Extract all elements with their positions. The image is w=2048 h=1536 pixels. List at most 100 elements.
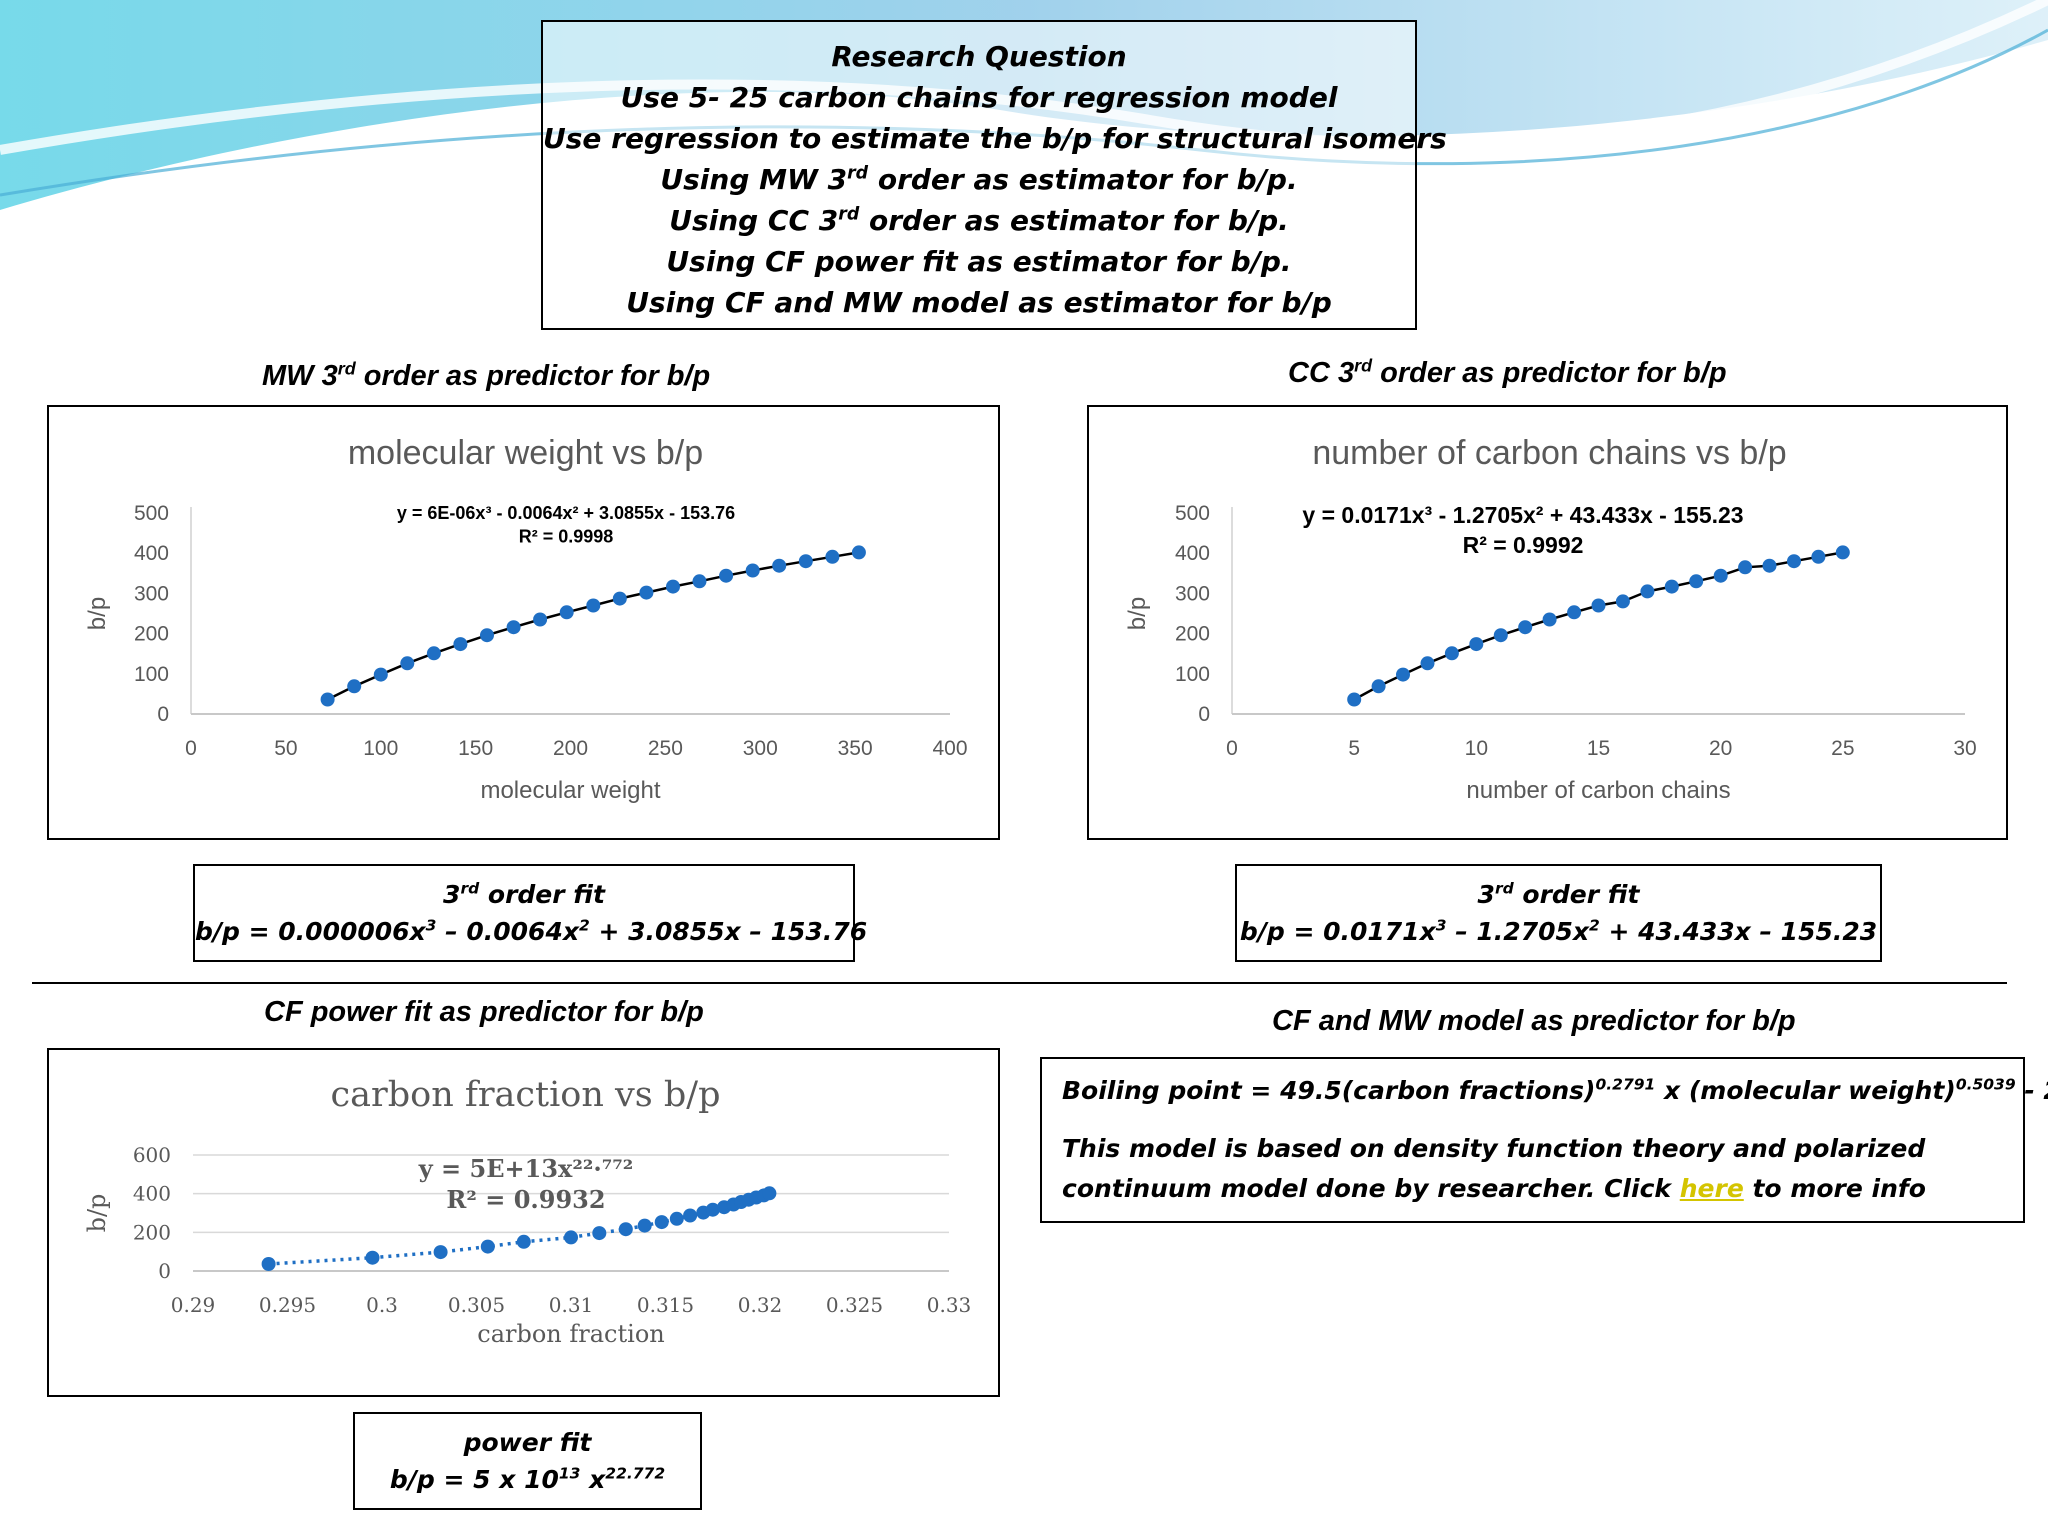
y-tick-label: 500 bbox=[1175, 502, 1210, 525]
y-axis-label: b/p bbox=[83, 1194, 111, 1233]
chart-svg: molecular weight vs b/p 0 100 200 300 400 500 0… bbox=[84, 434, 968, 804]
data-point bbox=[1420, 656, 1435, 671]
x-tick-label: 0.33 bbox=[927, 1293, 972, 1317]
data-point bbox=[506, 620, 521, 635]
mw-section-title: MW 3rd order as predictor for b/p bbox=[262, 358, 711, 392]
research-line: Using CC 3rd order as estimator for b/p. bbox=[669, 204, 1289, 237]
cf-fit-box: power fit b/p = 5 x 1013 x22.772 bbox=[353, 1412, 702, 1510]
trendline bbox=[327, 551, 860, 701]
data-point bbox=[480, 1239, 495, 1254]
data-point bbox=[480, 628, 494, 643]
x-tick-label: 0.325 bbox=[826, 1293, 883, 1317]
x-tick-label: 0 bbox=[1226, 737, 1238, 760]
x-tick-label: 100 bbox=[363, 737, 398, 760]
data-point bbox=[365, 1250, 380, 1265]
x-tick-label: 10 bbox=[1465, 737, 1488, 760]
research-line: Use regression to estimate the b/p for s… bbox=[543, 122, 1447, 155]
x-tick-label: 300 bbox=[743, 737, 778, 760]
data-point bbox=[1591, 598, 1606, 613]
trendline bbox=[1353, 551, 1844, 701]
data-point bbox=[612, 591, 627, 606]
data-point bbox=[400, 656, 415, 671]
data-point bbox=[637, 1218, 652, 1233]
data-point bbox=[1664, 579, 1679, 594]
research-line: Using CF power fit as estimator for b/p. bbox=[666, 245, 1292, 278]
data-point bbox=[669, 1211, 684, 1226]
data-point bbox=[705, 1202, 720, 1217]
y-tick-label: 200 bbox=[133, 1220, 171, 1244]
x-tick-label: 150 bbox=[458, 737, 493, 760]
data-point bbox=[516, 1234, 531, 1249]
data-point bbox=[564, 1230, 578, 1245]
research-heading: Research Question bbox=[831, 40, 1127, 73]
y-tick-label: 600 bbox=[133, 1143, 171, 1167]
r-squared-label: R² = 0.9998 bbox=[519, 526, 614, 546]
r-squared-label: R² = 0.9992 bbox=[1463, 532, 1584, 558]
data-point bbox=[1640, 584, 1655, 599]
y-tick-label: 0 bbox=[157, 703, 169, 726]
r-squared-label: R² = 0.9932 bbox=[446, 1185, 605, 1214]
data-point bbox=[1493, 628, 1508, 643]
y-tick-label: 200 bbox=[134, 623, 169, 646]
research-line: Using MW 3rd order as estimator for b/p. bbox=[660, 163, 1298, 196]
data-point bbox=[1762, 558, 1777, 573]
y-tick-label: 0 bbox=[158, 1259, 171, 1283]
mw-fit-box: 3rd order fit b/p = 0.000006x3 – 0.0064x… bbox=[193, 864, 868, 962]
data-point bbox=[745, 563, 760, 578]
data-point bbox=[426, 646, 441, 661]
y-tick-label: 300 bbox=[134, 582, 169, 605]
y-tick-label: 200 bbox=[1175, 623, 1210, 646]
x-tick-label: 250 bbox=[648, 737, 683, 760]
data-point bbox=[719, 568, 734, 583]
x-tick-label: 200 bbox=[553, 737, 588, 760]
cf-section-title: CF power fit as predictor for b/p bbox=[264, 996, 704, 1028]
y-tick-label: 100 bbox=[1175, 663, 1210, 686]
chart-title: molecular weight vs b/p bbox=[348, 434, 703, 472]
cc-fit-box: 3rd order fit b/p = 0.0171x3 – 1.2705x2 … bbox=[1235, 864, 1882, 962]
x-tick-label: 350 bbox=[838, 737, 873, 760]
data-point bbox=[762, 1186, 777, 1201]
y-axis-label: b/p bbox=[1124, 597, 1151, 630]
fit-formula: b/p = 0.0171x3 – 1.2705x2 + 43.433x – 15… bbox=[1239, 916, 1878, 946]
data-point bbox=[1469, 637, 1484, 652]
data-point bbox=[453, 637, 468, 652]
data-point bbox=[1371, 679, 1386, 694]
x-tick-label: 15 bbox=[1587, 737, 1610, 760]
more-info-link[interactable]: here bbox=[1679, 1174, 1744, 1203]
fit-formula: b/p = 0.000006x3 – 0.0064x2 + 3.0855x – … bbox=[195, 916, 868, 946]
data-point bbox=[320, 692, 335, 707]
data-point bbox=[261, 1257, 276, 1271]
model-section-title: CF and MW model as predictor for b/p bbox=[1272, 1005, 1796, 1037]
mw-chart: molecular weight vs b/p 0 100 200 300 400 500 0… bbox=[47, 405, 1000, 840]
x-tick-label: 0.3 bbox=[366, 1293, 398, 1317]
x-tick-label: 5 bbox=[1348, 737, 1360, 760]
fit-heading: 3rd order fit bbox=[443, 879, 605, 909]
data-point bbox=[1615, 594, 1630, 609]
data-point bbox=[639, 585, 654, 600]
model-description: This model is based on density function … bbox=[1062, 1134, 1926, 1203]
data-point bbox=[1542, 612, 1557, 627]
data-point bbox=[1738, 560, 1753, 575]
trendline-equation: y = 5E+13x²²·⁷⁷² bbox=[418, 1154, 634, 1183]
cf-chart: carbon fraction vs b/p 0 200 400 600 0.29 0.29… bbox=[47, 1048, 1000, 1397]
x-tick-label: 30 bbox=[1953, 737, 1976, 760]
x-tick-label: 0.305 bbox=[448, 1293, 505, 1317]
research-question-box: Research Question Use 5- 25 carbon chain… bbox=[541, 20, 1447, 330]
y-axis-label: b/p bbox=[84, 597, 111, 630]
y-tick-label: 400 bbox=[134, 542, 169, 565]
data-point bbox=[825, 549, 840, 564]
data-point bbox=[692, 574, 707, 589]
x-tick-label: 0 bbox=[185, 737, 197, 760]
x-tick-label: 50 bbox=[274, 737, 297, 760]
chart-svg: number of carbon chains vs b/p0100200300… bbox=[1124, 434, 1977, 804]
x-tick-label: 0.295 bbox=[259, 1293, 316, 1317]
cc-chart: number of carbon chains vs b/p 0 100 200 300… bbox=[1087, 405, 2008, 840]
data-point bbox=[1396, 667, 1410, 682]
data-point bbox=[772, 558, 787, 573]
data-point bbox=[1518, 620, 1533, 635]
trendline-equation: y = 0.0171x³ - 1.2705x² + 43.433x - 155.… bbox=[1302, 502, 1743, 528]
data-point bbox=[559, 605, 574, 620]
data-point bbox=[618, 1222, 633, 1237]
research-line: Use 5- 25 carbon chains for regression m… bbox=[620, 81, 1338, 114]
data-point bbox=[654, 1215, 669, 1230]
